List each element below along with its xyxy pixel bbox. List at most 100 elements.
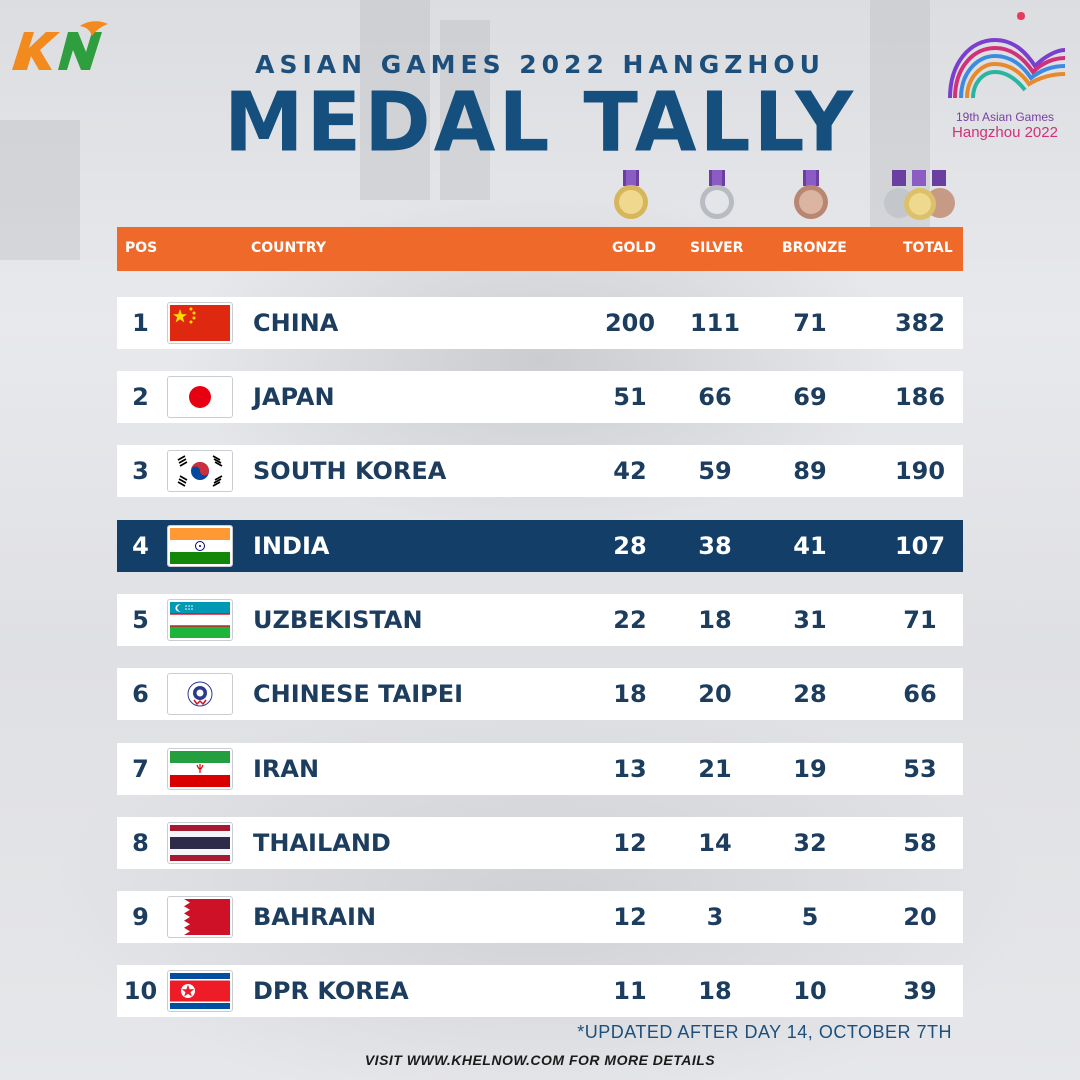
- bronze-count: 28: [793, 680, 827, 708]
- row-position: 9: [132, 903, 149, 931]
- total-count: 107: [894, 532, 946, 560]
- country-name: THAILAND: [253, 829, 391, 857]
- bronze-count: 31: [793, 606, 827, 634]
- japan-flag-icon: [170, 379, 230, 415]
- gold-count: 12: [613, 829, 647, 857]
- asian-games-emblem-icon: [948, 12, 1066, 99]
- silver-count: 18: [698, 977, 732, 1005]
- table-row: 3 SOUTH KOREA 42 59 89 190: [117, 445, 963, 497]
- silver-count: 59: [698, 457, 732, 485]
- flag-frame: [167, 822, 233, 864]
- uzbekistan-flag-icon: [170, 602, 230, 638]
- silver-count: 18: [698, 606, 732, 634]
- table-row-highlighted: 4 INDIA 28 38 41 107: [117, 520, 963, 572]
- country-name: DPR KOREA: [253, 977, 409, 1005]
- table-row: 6 CHINESE TAIPEI 18 20 28 66: [117, 668, 963, 720]
- row-position: 10: [123, 977, 158, 1005]
- silver-count: 14: [698, 829, 732, 857]
- column-header-bronze: BRONZE: [782, 240, 847, 256]
- silver-count: 38: [698, 532, 732, 560]
- bronze-medal-icon: [794, 170, 828, 219]
- india-flag-icon: [170, 528, 230, 564]
- south-korea-flag-icon: [170, 453, 230, 489]
- dpr-korea-flag-icon: [170, 973, 230, 1009]
- china-flag-icon: [170, 305, 230, 341]
- bronze-count: 69: [793, 383, 827, 411]
- total-count: 20: [903, 903, 937, 931]
- table-row: 9 BAHRAIN 12 3 5 20: [117, 891, 963, 943]
- total-count: 66: [903, 680, 937, 708]
- chinese-taipei-flag-icon: [170, 676, 230, 712]
- table-row: 10 DPR KOREA 11 18 10 39: [117, 965, 963, 1017]
- silver-count: 111: [689, 309, 741, 337]
- background-building: [0, 120, 80, 260]
- table-header: POS COUNTRY GOLD SILVER BRONZE TOTAL: [117, 227, 963, 271]
- gold-count: 18: [613, 680, 647, 708]
- games-logo-line1: 19th Asian Games: [955, 110, 1055, 124]
- country-name: UZBEKISTAN: [253, 606, 423, 634]
- footer-link-text: VISIT WWW.KHELNOW.COM FOR MORE DETAILS: [364, 1052, 716, 1068]
- country-name: CHINA: [253, 309, 339, 337]
- gold-count: 51: [613, 383, 647, 411]
- total-medals-icon: [884, 170, 955, 220]
- page-title: MEDAL TALLY: [223, 75, 857, 170]
- table-row: 2 JAPAN 51 66 69 186: [117, 371, 963, 423]
- flag-frame: [167, 599, 233, 641]
- total-count: 190: [894, 457, 946, 485]
- total-count: 58: [903, 829, 937, 857]
- column-header-total: TOTAL: [903, 240, 953, 256]
- gold-medal-icon: [614, 170, 648, 219]
- flag-frame: [167, 896, 233, 938]
- table-row: 7 IRAN 13 21 19 53: [117, 743, 963, 795]
- bronze-count: 19: [793, 755, 827, 783]
- flag-frame: [167, 302, 233, 344]
- country-name: IRAN: [253, 755, 320, 783]
- bronze-count: 71: [793, 309, 827, 337]
- country-name: SOUTH KOREA: [253, 457, 447, 485]
- column-header-country: COUNTRY: [251, 240, 326, 256]
- gold-count: 11: [613, 977, 647, 1005]
- table-row: 5 UZBEKISTAN 22 18 31 71: [117, 594, 963, 646]
- bronze-count: 10: [793, 977, 827, 1005]
- bronze-count: 5: [801, 903, 819, 931]
- column-header-gold: GOLD: [612, 240, 656, 256]
- flag-frame: [167, 970, 233, 1012]
- total-count: 186: [894, 383, 946, 411]
- gold-count: 28: [613, 532, 647, 560]
- asian-games-logo: 19th Asian Games Hangzhou 2022: [935, 8, 1075, 143]
- updated-note: *UPDATED AFTER DAY 14, OCTOBER 7TH: [577, 1022, 952, 1042]
- games-logo-line2: Hangzhou 2022: [952, 124, 1058, 141]
- table-row: 1 CHINA 200 111 71 382: [117, 297, 963, 349]
- row-position: 7: [132, 755, 149, 783]
- row-position: 3: [132, 457, 149, 485]
- row-position: 2: [132, 383, 149, 411]
- total-count: 71: [903, 606, 937, 634]
- row-position: 5: [132, 606, 149, 634]
- flag-frame: [167, 748, 233, 790]
- column-header-silver: SILVER: [690, 240, 744, 256]
- silver-count: 20: [698, 680, 732, 708]
- total-count: 53: [903, 755, 937, 783]
- gold-count: 22: [613, 606, 647, 634]
- flag-frame: [167, 450, 233, 492]
- background-building: [360, 0, 430, 200]
- table-row: 8 THAILAND 12 14 32 58: [117, 817, 963, 869]
- iran-flag-icon: [170, 751, 230, 787]
- silver-medal-icon: [700, 170, 734, 219]
- total-count: 382: [894, 309, 946, 337]
- flag-frame: [167, 673, 233, 715]
- gold-count: 42: [613, 457, 647, 485]
- flag-frame: [167, 525, 233, 567]
- row-position: 4: [132, 532, 149, 560]
- background-building: [440, 20, 490, 200]
- silver-count: 3: [706, 903, 724, 931]
- total-count: 39: [903, 977, 937, 1005]
- bronze-count: 32: [793, 829, 827, 857]
- silver-count: 66: [698, 383, 732, 411]
- gold-count: 13: [613, 755, 647, 783]
- kn-logo-icon: [12, 21, 108, 70]
- bronze-count: 89: [793, 457, 827, 485]
- flag-frame: [167, 376, 233, 418]
- gold-count: 200: [604, 309, 656, 337]
- column-header-pos: POS: [125, 240, 158, 256]
